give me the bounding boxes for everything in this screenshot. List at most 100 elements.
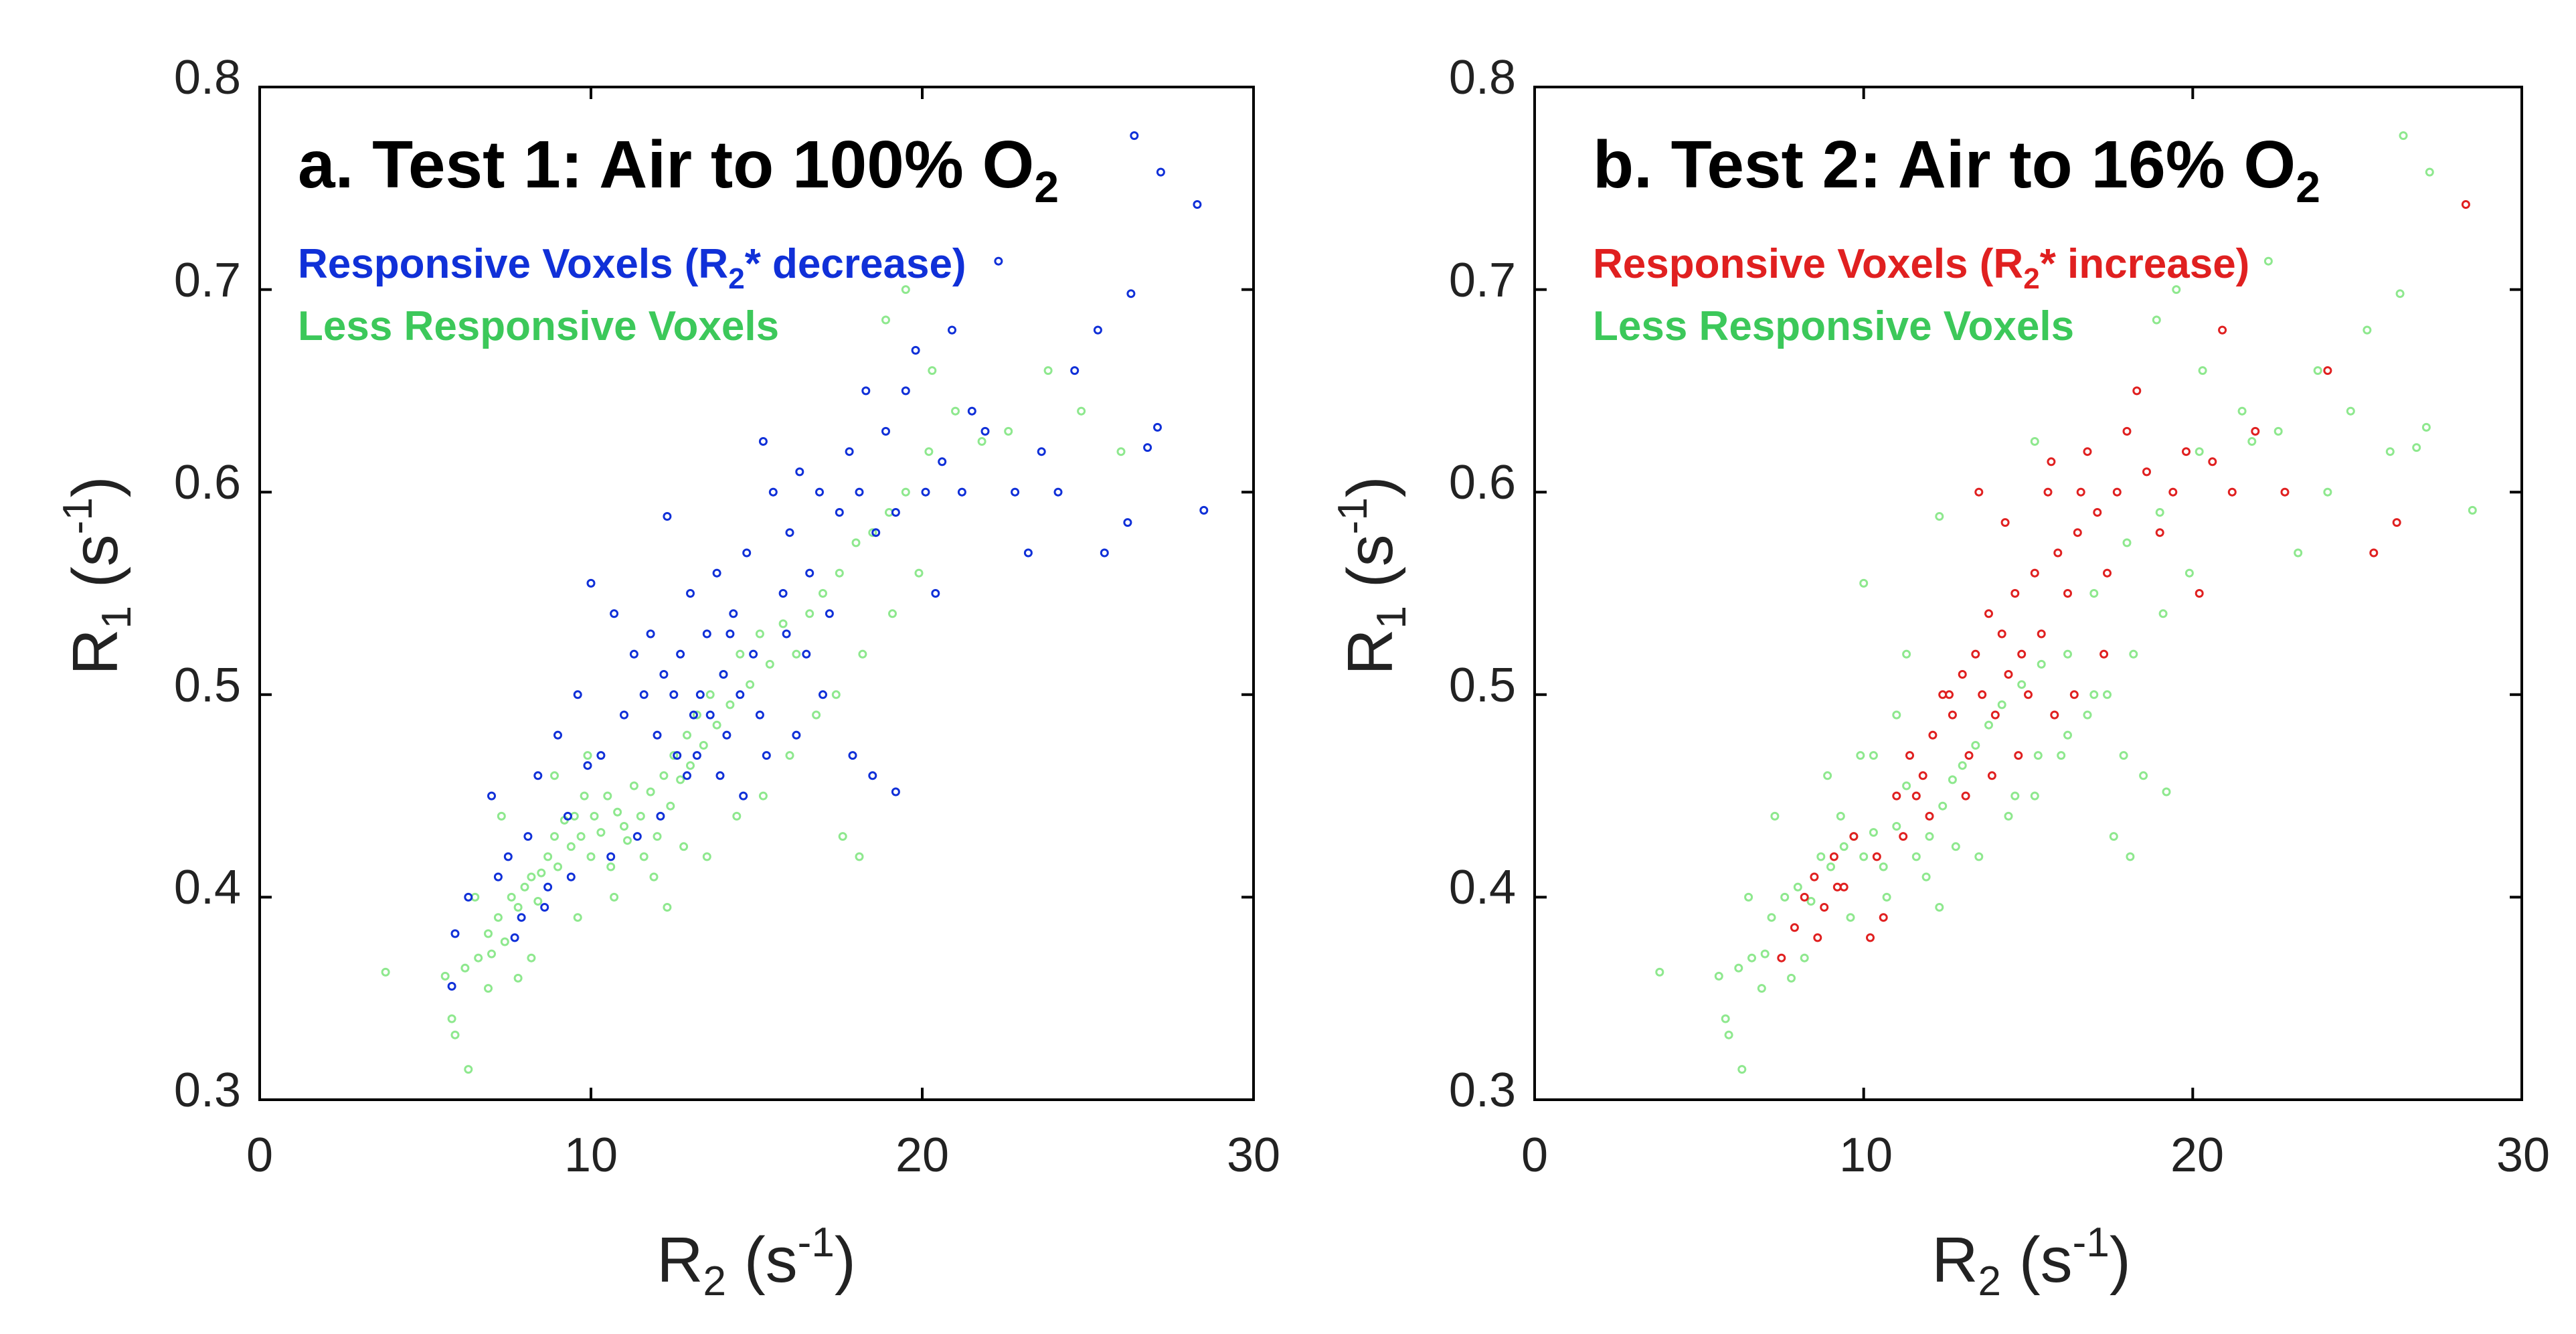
scatter-point <box>464 1065 473 1074</box>
scatter-point <box>2280 487 2290 497</box>
scatter-point <box>2037 629 2046 639</box>
scatter-point <box>566 842 576 851</box>
scatter-point <box>639 852 649 861</box>
scatter-point <box>450 929 460 938</box>
scatter-point <box>2069 690 2079 699</box>
scatter-point <box>2273 426 2283 436</box>
scatter-point <box>1846 913 1855 922</box>
scatter-point <box>819 589 827 598</box>
scatter-point <box>596 751 606 760</box>
scatter-point <box>812 710 821 720</box>
scatter-point <box>2162 787 2171 797</box>
scatter-point <box>1948 775 1957 784</box>
y-tick-label: 0.8 <box>1449 51 1516 104</box>
scatter-point <box>464 892 473 902</box>
scatter-point <box>493 872 503 882</box>
scatter-point <box>924 447 934 456</box>
scatter-point <box>1921 872 1931 882</box>
scatter-point <box>792 730 801 740</box>
scatter-point <box>2063 589 2072 598</box>
scatter-point <box>527 872 536 882</box>
scatter-point <box>1997 700 2006 710</box>
scatter-point <box>583 761 592 770</box>
scatter-point <box>1839 842 1849 851</box>
scatter-point <box>500 937 509 946</box>
scatter-point <box>1123 518 1132 527</box>
scatter-points <box>381 131 1209 1074</box>
panel-title: a. Test 1: Air to 100% O2 <box>298 127 1059 212</box>
scatter-point <box>2050 710 2059 720</box>
scatter-point <box>749 649 758 659</box>
scatter-point <box>901 386 910 396</box>
scatter-point <box>1721 1014 1730 1023</box>
scatter-point <box>2109 832 2118 841</box>
scatter-point <box>2227 487 2237 497</box>
scatter-point <box>2053 548 2063 558</box>
scatter-point <box>967 406 976 416</box>
scatter-point <box>1928 730 1938 740</box>
scatter-point <box>736 690 745 699</box>
scatter-point <box>845 447 854 456</box>
scatter-point <box>447 982 456 991</box>
scatter-point <box>2099 649 2109 659</box>
scatter-point <box>2103 568 2112 578</box>
scatter-point <box>2421 422 2431 432</box>
legend-entry-responsive: Responsive Voxels (R2* decrease) <box>298 241 966 295</box>
scatter-point <box>2392 518 2401 527</box>
scatter-point <box>1905 751 1914 760</box>
scatter-point <box>646 629 655 639</box>
scatter-point <box>758 791 768 801</box>
scatter-point <box>676 649 685 659</box>
scatter-point <box>1655 967 1664 977</box>
scatter-point <box>573 913 582 922</box>
scatter-point <box>1734 963 1743 973</box>
scatter-point <box>980 426 990 436</box>
scatter-point <box>2030 791 2039 801</box>
scatter-point <box>2468 505 2477 515</box>
scatter-point <box>663 903 672 912</box>
scatter-point <box>705 690 715 699</box>
scatter-point <box>1787 973 1796 983</box>
scatter-point <box>2126 852 2135 861</box>
scatter-point <box>603 791 612 801</box>
scatter-point <box>2323 487 2332 497</box>
scatter-point <box>1872 852 1881 861</box>
scatter-point <box>2263 256 2273 266</box>
scatter-point <box>914 568 924 578</box>
scatter-point <box>523 832 533 841</box>
scatter-point <box>1806 897 1816 906</box>
x-tick-label: 20 <box>2170 1129 2224 1182</box>
y-tick-label: 0.5 <box>1449 659 1516 712</box>
scatter-point <box>513 973 523 983</box>
scatter-point <box>487 949 496 958</box>
scatter-point <box>2195 447 2204 456</box>
scatter-point <box>2122 426 2132 436</box>
scatter-point <box>948 325 956 335</box>
scatter-points <box>1655 131 2477 1074</box>
scatter-point <box>2412 443 2421 452</box>
scatter-point <box>583 751 592 760</box>
y-tick-label: 0.3 <box>1449 1064 1516 1117</box>
scatter-point <box>2122 538 2132 548</box>
scatter-point <box>1832 882 1842 892</box>
scatter-point <box>2132 386 2142 396</box>
x-tick-label: 0 <box>1521 1129 1548 1182</box>
scatter-point <box>2000 518 2010 527</box>
tick-marks <box>258 86 1255 1101</box>
scatter-point <box>888 609 897 618</box>
scatter-point <box>507 892 516 902</box>
scatter-point <box>838 832 847 841</box>
scatter-point <box>785 528 794 537</box>
scatter-point <box>765 659 774 669</box>
scatter-point <box>1892 710 1901 720</box>
scatter-point <box>762 751 771 760</box>
y-tick-label: 0.7 <box>174 254 241 307</box>
scatter-point <box>2093 508 2102 517</box>
scatter-point <box>1859 578 1869 588</box>
scatter-point <box>1958 761 1967 770</box>
y-tick-label: 0.7 <box>1449 254 1516 307</box>
scatter-point <box>1724 1030 1733 1039</box>
x-tick-label: 0 <box>246 1129 273 1182</box>
scatter-point <box>533 771 543 780</box>
scatter-point <box>2461 200 2470 209</box>
